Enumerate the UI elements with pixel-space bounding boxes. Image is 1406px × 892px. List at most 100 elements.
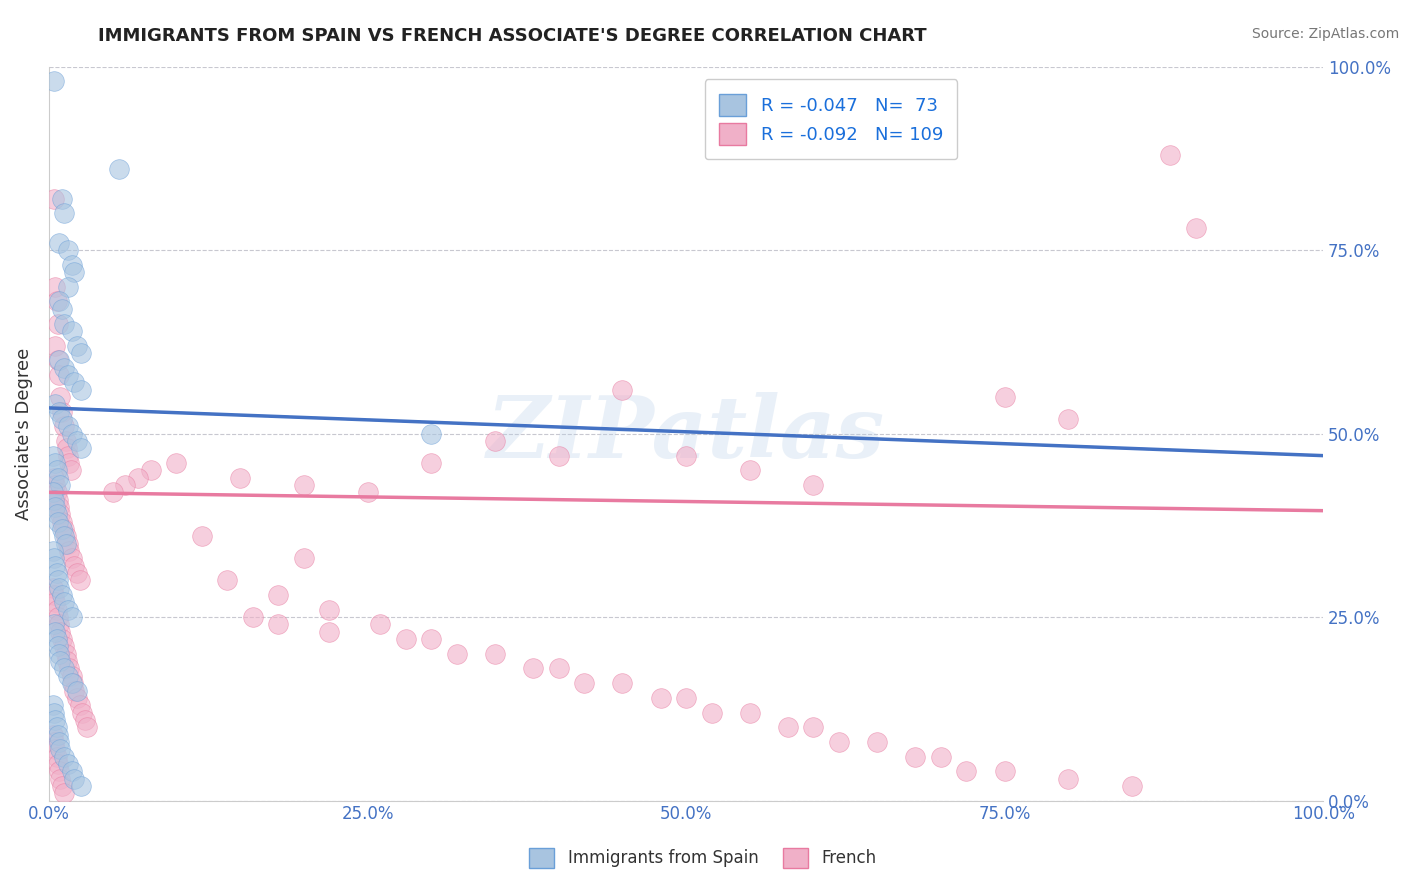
Point <box>63 376 86 390</box>
Point <box>46 317 69 331</box>
Point <box>62 676 84 690</box>
Point <box>56 537 79 551</box>
Point <box>318 603 340 617</box>
Point <box>60 258 83 272</box>
Point <box>49 390 72 404</box>
Text: Source: ZipAtlas.com: Source: ZipAtlas.com <box>1251 27 1399 41</box>
Point <box>929 749 952 764</box>
Point <box>866 735 889 749</box>
Point <box>49 742 72 756</box>
Point <box>60 669 83 683</box>
Point <box>56 654 79 668</box>
Point <box>45 632 67 647</box>
Point <box>48 404 70 418</box>
Point <box>572 676 595 690</box>
Point <box>46 515 69 529</box>
Point <box>267 617 290 632</box>
Point <box>45 485 67 500</box>
Point <box>44 456 66 470</box>
Point <box>738 463 761 477</box>
Point <box>803 720 825 734</box>
Point <box>48 764 70 779</box>
Point <box>55 434 77 448</box>
Point <box>63 265 86 279</box>
Point <box>56 419 79 434</box>
Point <box>46 353 69 368</box>
Point <box>69 779 91 793</box>
Point <box>776 720 799 734</box>
Point <box>612 383 634 397</box>
Point <box>51 412 73 426</box>
Point <box>267 588 290 602</box>
Point <box>127 470 149 484</box>
Text: ZIPatlas: ZIPatlas <box>486 392 886 475</box>
Point <box>58 661 80 675</box>
Point <box>73 713 96 727</box>
Point <box>42 485 65 500</box>
Point <box>738 706 761 720</box>
Point <box>217 574 239 588</box>
Point <box>446 647 468 661</box>
Point <box>547 449 569 463</box>
Point <box>56 756 79 771</box>
Point <box>44 478 66 492</box>
Point <box>42 698 65 713</box>
Point <box>42 492 65 507</box>
Point <box>46 492 69 507</box>
Point <box>42 727 65 741</box>
Point <box>56 442 79 456</box>
Point <box>69 442 91 456</box>
Point <box>69 698 91 713</box>
Point <box>42 470 65 484</box>
Point <box>675 449 697 463</box>
Point <box>612 676 634 690</box>
Point <box>229 470 252 484</box>
Point <box>49 478 72 492</box>
Point <box>1184 221 1206 235</box>
Point <box>51 779 73 793</box>
Point <box>53 317 76 331</box>
Point <box>56 368 79 382</box>
Point <box>51 192 73 206</box>
Y-axis label: Associate's Degree: Associate's Degree <box>15 348 32 520</box>
Point <box>46 640 69 654</box>
Point <box>318 624 340 639</box>
Point <box>58 456 80 470</box>
Point <box>101 485 124 500</box>
Point <box>139 463 162 477</box>
Point <box>48 235 70 250</box>
Point <box>955 764 977 779</box>
Point <box>53 595 76 609</box>
Point <box>292 551 315 566</box>
Point <box>49 508 72 522</box>
Point <box>44 397 66 411</box>
Point <box>42 735 65 749</box>
Point <box>56 603 79 617</box>
Point <box>59 463 82 477</box>
Point <box>69 346 91 360</box>
Point <box>395 632 418 647</box>
Point <box>1121 779 1143 793</box>
Point <box>44 742 66 756</box>
Point <box>484 434 506 448</box>
Point <box>66 690 89 705</box>
Point <box>56 669 79 683</box>
Point <box>42 551 65 566</box>
Point <box>48 500 70 514</box>
Point <box>69 383 91 397</box>
Point <box>69 574 91 588</box>
Point <box>42 588 65 602</box>
Point <box>56 280 79 294</box>
Point <box>420 426 443 441</box>
Point <box>48 353 70 368</box>
Point <box>48 735 70 749</box>
Point <box>191 529 214 543</box>
Point <box>53 661 76 675</box>
Point <box>828 735 851 749</box>
Point <box>49 624 72 639</box>
Point <box>48 368 70 382</box>
Point <box>45 508 67 522</box>
Point <box>48 647 70 661</box>
Point <box>45 720 67 734</box>
Point <box>356 485 378 500</box>
